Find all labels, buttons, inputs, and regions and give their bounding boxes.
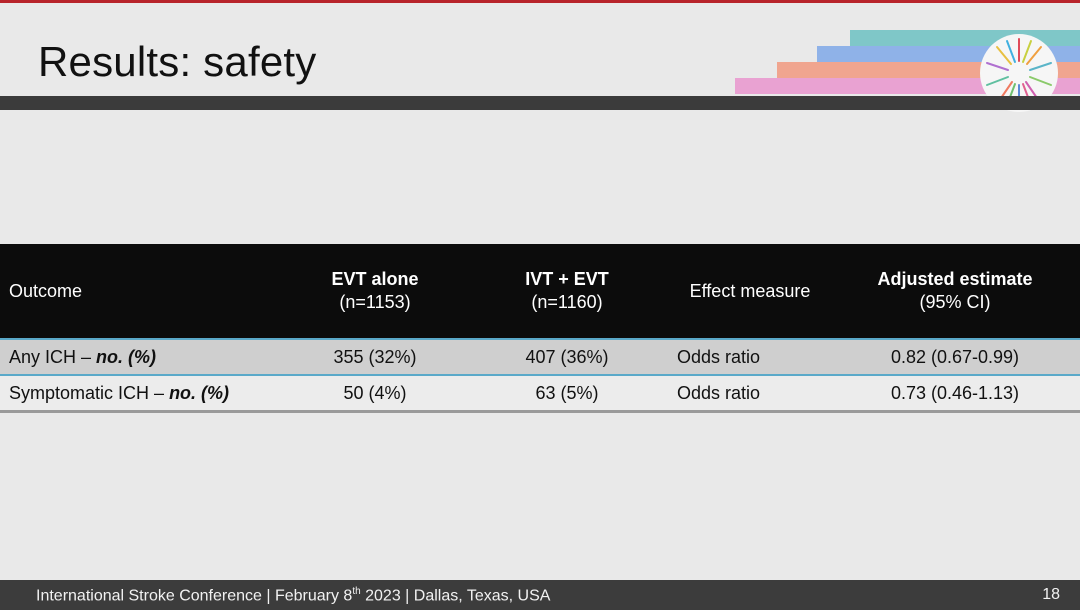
cell-evt-alone: 355 (32%) [333, 346, 417, 367]
cell-evt-alone: 50 (4%) [343, 382, 407, 403]
header-ivt-evt: IVT + EVT (n=1160) [525, 269, 609, 312]
cell-adjusted-estimate: 0.82 (0.67-0.99) [890, 346, 1020, 367]
slide-footer: International Stroke Conference | Februa… [0, 580, 1080, 610]
footer-conference-info: International Stroke Conference | Februa… [36, 586, 551, 605]
cell-outcome: Symptomatic ICH – no. (%) [9, 382, 230, 403]
safety-results-table: Outcome EVT alone (n=1153) IVT + EVT (n=… [0, 244, 1080, 413]
cell-effect-measure: Odds ratio [677, 346, 761, 367]
table-row: Any ICH – no. (%) 355 (32%) 407 (36%) Od… [0, 338, 1080, 376]
header-effect-measure: Effect measure [689, 280, 811, 301]
header-outcome: Outcome [9, 280, 83, 301]
table-header-row: Outcome EVT alone (n=1153) IVT + EVT (n=… [0, 244, 1080, 338]
title-underline-bar [0, 96, 1080, 110]
cell-adjusted-estimate: 0.73 (0.46-1.13) [890, 382, 1020, 403]
slide-title: Results: safety [38, 38, 317, 85]
header-adjusted-estimate: Adjusted estimate (95% CI) [877, 269, 1033, 312]
page-number: 18 [1042, 586, 1060, 603]
table-row: Symptomatic ICH – no. (%) 50 (4%) 63 (5%… [0, 376, 1080, 413]
header-evt-alone: EVT alone (n=1153) [331, 269, 419, 312]
cell-ivt-evt: 63 (5%) [535, 382, 599, 403]
cell-outcome: Any ICH – no. (%) [9, 346, 157, 367]
cell-effect-measure: Odds ratio [677, 382, 761, 403]
top-accent-line [0, 0, 1080, 3]
cell-ivt-evt: 407 (36%) [525, 346, 609, 367]
